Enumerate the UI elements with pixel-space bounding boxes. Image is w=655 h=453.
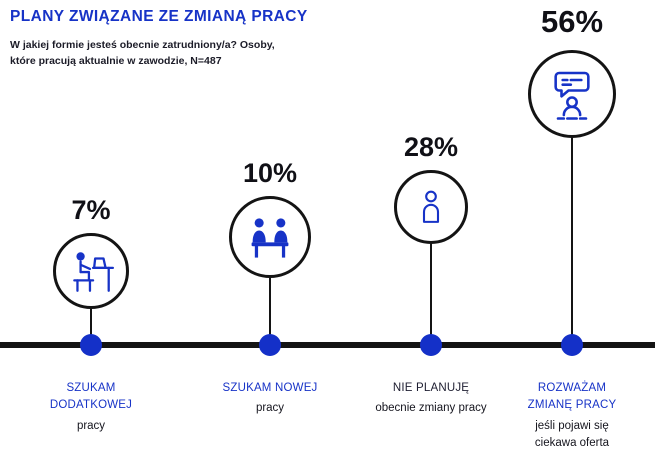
timeline-axis bbox=[0, 342, 655, 348]
page-title: PLANY ZWIĄZANE ZE ZMIANĄ PRACY bbox=[10, 8, 308, 25]
connector-line bbox=[571, 135, 573, 342]
percent-label: 56% bbox=[540, 4, 604, 39]
person-laptop-icon bbox=[66, 246, 116, 296]
milestone-label-secondary: obecnie zmiany pracy bbox=[375, 402, 487, 415]
icon-circle bbox=[229, 196, 311, 278]
timeline-dot bbox=[259, 334, 281, 356]
milestone-label-primary: SZUKAM NOWEJ bbox=[222, 382, 318, 394]
icon-circle bbox=[528, 50, 616, 138]
timeline-dot bbox=[80, 334, 102, 356]
subtitle-line-1: W jakiej formie jesteś obecnie zatrudnio… bbox=[10, 39, 275, 51]
percent-label: 28% bbox=[403, 132, 459, 162]
meeting-icon bbox=[244, 211, 296, 263]
subtitle-line-2: które pracują aktualnie w zawodzie, N=48… bbox=[10, 55, 222, 68]
chat-offer-icon bbox=[544, 66, 600, 122]
milestone-label-secondary: pracy bbox=[255, 402, 285, 415]
timeline-dot bbox=[561, 334, 583, 356]
milestone-label-primary: ROZWAŻAM ZMIANĘ PRACY bbox=[527, 382, 617, 412]
milestone-labels: SZUKAM DODATKOWEJ pracy bbox=[41, 380, 141, 435]
milestone-label-secondary: jeśli pojawi się ciekawa oferta bbox=[534, 419, 610, 449]
connector-line bbox=[269, 275, 271, 342]
timeline-dot bbox=[420, 334, 442, 356]
percent-label: 10% bbox=[242, 158, 298, 188]
milestone-label-primary: SZUKAM DODATKOWEJ bbox=[49, 382, 133, 412]
subtitle: W jakiej formie jesteś obecnie zatrudnio… bbox=[10, 37, 275, 70]
connector-line bbox=[90, 306, 92, 342]
milestone-labels: NIE PLANUJĘ obecnie zmiany pracy bbox=[375, 380, 487, 418]
person-icon bbox=[410, 186, 452, 228]
icon-circle bbox=[394, 170, 468, 244]
icon-circle bbox=[53, 233, 129, 309]
milestone-labels: ROZWAŻAM ZMIANĘ PRACY jeśli pojawi się c… bbox=[519, 380, 625, 452]
milestone-label-secondary: pracy bbox=[76, 419, 106, 432]
milestone-labels: SZUKAM NOWEJ pracy bbox=[214, 380, 326, 418]
connector-line bbox=[430, 241, 432, 342]
percent-label: 7% bbox=[71, 195, 111, 225]
milestone-label-primary: NIE PLANUJĘ bbox=[392, 382, 470, 394]
